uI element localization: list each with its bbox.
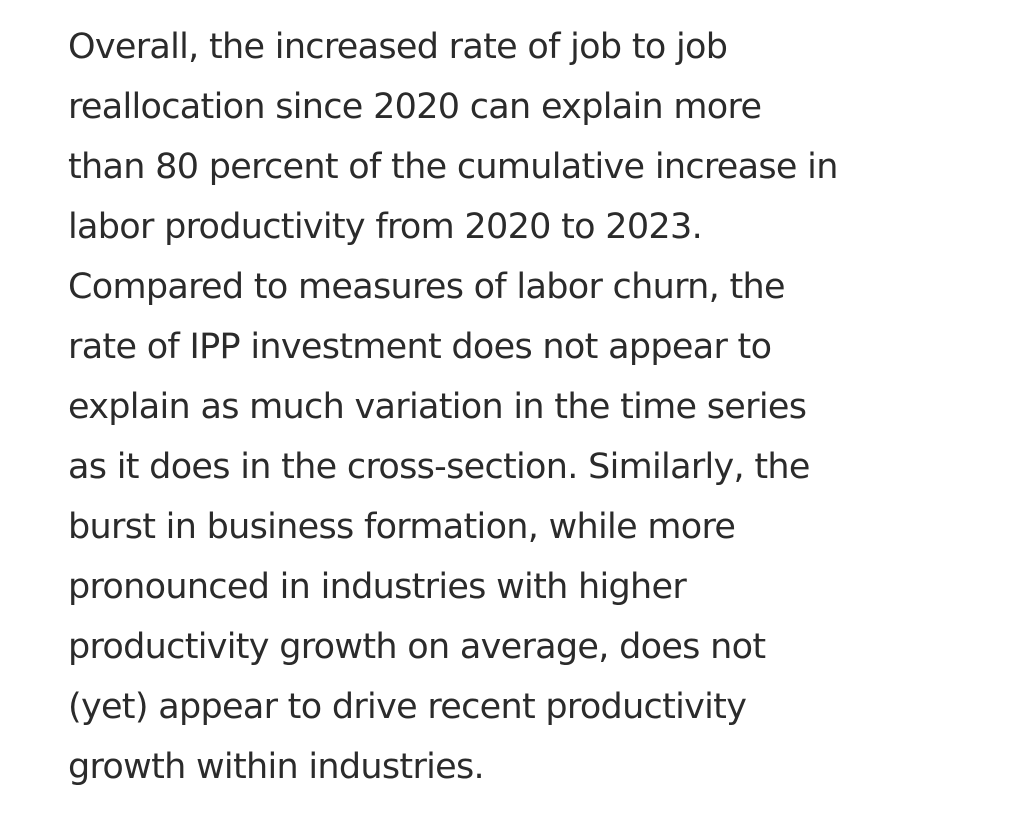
paragraph-line: pronounced in industries with higher xyxy=(68,567,687,607)
paragraph-line: Overall, the increased rate of job to jo… xyxy=(68,27,728,67)
paragraph-line: productivity growth on average, does not xyxy=(68,627,766,667)
paragraph-line: (yet) appear to drive recent productivit… xyxy=(68,687,747,727)
paragraph-line: reallocation since 2020 can explain more xyxy=(68,87,762,127)
paragraph-line: Compared to measures of labor churn, the xyxy=(68,267,786,307)
paragraph-line: as it does in the cross-section. Similar… xyxy=(68,447,810,487)
article-paragraph: Overall, the increased rate of job to jo… xyxy=(68,17,980,797)
paragraph-line: explain as much variation in the time se… xyxy=(68,387,807,427)
paragraph-line: rate of IPP investment does not appear t… xyxy=(68,327,772,367)
paragraph-line: labor productivity from 2020 to 2023. xyxy=(68,207,703,247)
paragraph-line: burst in business formation, while more xyxy=(68,507,736,547)
paragraph-line: than 80 percent of the cumulative increa… xyxy=(68,147,838,187)
paragraph-line: growth within industries. xyxy=(68,747,485,787)
